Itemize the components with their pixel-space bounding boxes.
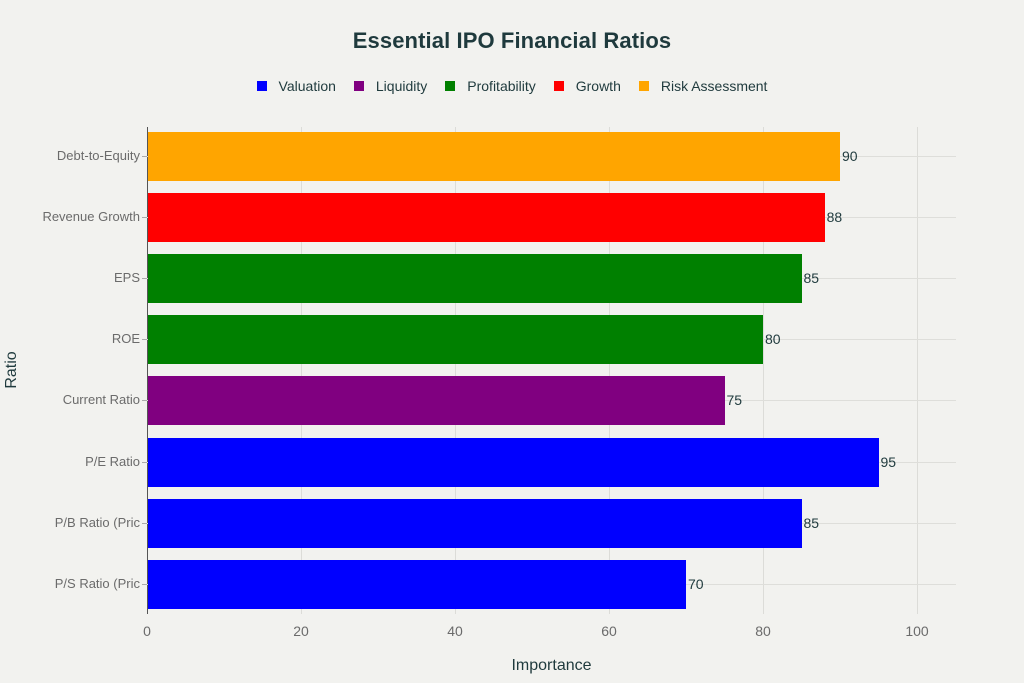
y-tick-mark bbox=[142, 462, 147, 463]
y-axis-title: Ratio bbox=[3, 351, 20, 389]
legend-swatch-icon bbox=[353, 81, 364, 91]
gridline-vertical bbox=[301, 127, 302, 614]
legend-item[interactable]: Valuation bbox=[256, 78, 336, 94]
bar[interactable] bbox=[148, 253, 802, 303]
legend-label: Liquidity bbox=[375, 78, 428, 94]
y-tick-label: ROE bbox=[111, 331, 140, 346]
y-tick-label: P/B Ratio (Pric bbox=[54, 515, 140, 530]
legend-item[interactable]: Risk Assessment bbox=[638, 78, 768, 94]
y-tick-mark bbox=[142, 584, 147, 585]
bar-value-label: 70 bbox=[688, 576, 704, 592]
bar[interactable] bbox=[148, 559, 686, 609]
chart-title: Essential IPO Financial Ratios bbox=[352, 28, 672, 53]
bar-value-label: 88 bbox=[826, 209, 843, 225]
legend-swatch-icon bbox=[256, 81, 267, 91]
y-tick-label: P/E Ratio bbox=[85, 454, 140, 469]
x-tick-label: 40 bbox=[447, 623, 463, 639]
bar-value-label: 75 bbox=[726, 392, 743, 408]
legend-swatch-icon bbox=[638, 81, 649, 91]
legend-item[interactable]: Profitability bbox=[445, 78, 536, 94]
y-tick-mark bbox=[142, 156, 147, 157]
gridline-vertical bbox=[763, 127, 764, 614]
y-tick-mark bbox=[142, 217, 147, 218]
x-tick-label: 100 bbox=[905, 623, 929, 639]
gridline-vertical bbox=[609, 127, 610, 614]
y-tick-label: EPS bbox=[113, 270, 140, 285]
x-tick-label: 80 bbox=[755, 623, 771, 639]
bar-value-label: 80 bbox=[765, 331, 781, 347]
legend-swatch-icon bbox=[553, 81, 564, 91]
x-tick-label: 60 bbox=[601, 623, 617, 639]
legend-item[interactable]: Growth bbox=[553, 78, 621, 94]
bar[interactable] bbox=[148, 314, 763, 364]
plot-area: 90 88 85 80 75 95 85 70 bbox=[147, 127, 956, 614]
y-tick-mark bbox=[142, 523, 147, 524]
bar-value-label: 95 bbox=[880, 454, 897, 470]
legend-label: Profitability bbox=[467, 78, 536, 94]
y-tick-mark bbox=[142, 278, 147, 279]
y-tick-label: Revenue Growth bbox=[42, 209, 140, 224]
y-tick-label: Debt-to-Equity bbox=[56, 148, 140, 163]
bar[interactable] bbox=[148, 498, 802, 548]
bar[interactable] bbox=[148, 375, 725, 425]
legend-label: Valuation bbox=[278, 78, 336, 94]
legend: Valuation Liquidity Profitability Growth Ris… bbox=[0, 78, 1024, 94]
bar[interactable] bbox=[148, 192, 825, 242]
gridline-vertical bbox=[917, 127, 918, 614]
y-tick-mark bbox=[142, 400, 147, 401]
legend-item[interactable]: Liquidity bbox=[353, 78, 428, 94]
y-axis-line bbox=[147, 127, 148, 614]
x-tick-label: 0 bbox=[143, 623, 151, 639]
bar-value-label: 90 bbox=[842, 148, 858, 164]
legend-label: Risk Assessment bbox=[660, 78, 768, 94]
bar-value-label: 85 bbox=[803, 270, 820, 286]
bar-value-label: 85 bbox=[803, 515, 820, 531]
x-tick-label: 20 bbox=[293, 623, 309, 639]
legend-swatch-icon bbox=[445, 81, 456, 91]
legend-label: Growth bbox=[575, 78, 621, 94]
y-tick-mark bbox=[142, 339, 147, 340]
x-axis-title: Importance bbox=[511, 657, 592, 674]
gridline-vertical bbox=[455, 127, 456, 614]
bar[interactable] bbox=[148, 437, 879, 487]
y-tick-label: Current Ratio bbox=[62, 392, 140, 407]
bar[interactable] bbox=[148, 131, 840, 181]
y-tick-label: P/S Ratio (Pric bbox=[54, 576, 140, 591]
